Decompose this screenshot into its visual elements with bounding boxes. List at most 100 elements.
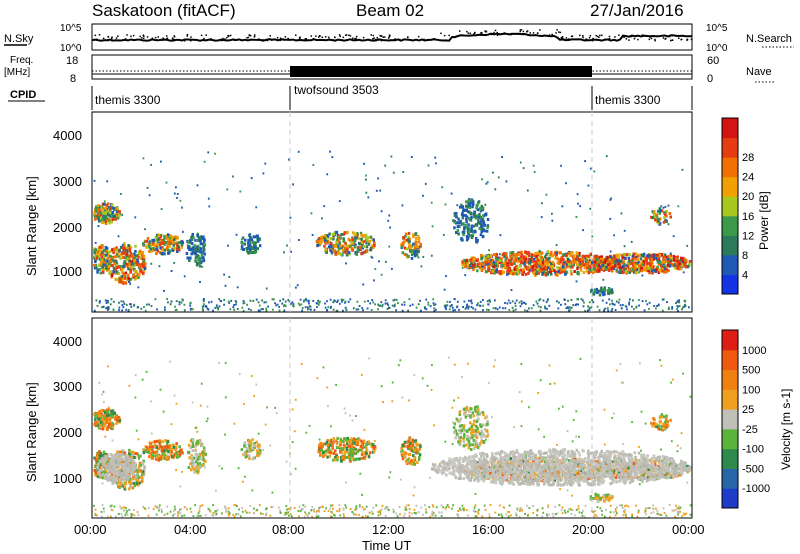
- power-cell: [119, 256, 122, 260]
- power-cell: [642, 267, 646, 271]
- noise-dot: [551, 33, 553, 36]
- noise-dot: [126, 34, 128, 36]
- velocity-cell: [411, 441, 414, 445]
- power-cell: [661, 309, 664, 312]
- noise-dot: [407, 36, 409, 38]
- velocity-cell: [354, 458, 357, 462]
- velocity-cell: [358, 457, 361, 461]
- power-cell: [530, 307, 533, 310]
- power-cell: [128, 259, 131, 263]
- velocity-cell: [137, 476, 141, 480]
- power-cell: [352, 307, 355, 310]
- power-cell: [99, 271, 102, 275]
- power-cell: [678, 301, 681, 304]
- velocity-cell: [256, 451, 259, 455]
- velocity-cell: [173, 447, 177, 451]
- power-cell: [114, 217, 118, 221]
- power-cell: [638, 253, 642, 257]
- power-cell: [495, 268, 498, 272]
- power-cell: [154, 298, 157, 301]
- power-cell: [566, 263, 568, 266]
- power-cell: [408, 245, 411, 249]
- power-cell: [530, 265, 533, 268]
- velocity-cell: [118, 450, 122, 454]
- power-cell: [179, 199, 182, 202]
- colorbar-swatch: [722, 157, 738, 178]
- power-cell: [258, 304, 261, 307]
- power-cell: [401, 204, 404, 207]
- power-cell: [189, 239, 192, 243]
- noise-dot: [623, 36, 625, 38]
- noise-dot: [282, 38, 284, 40]
- power-cell: [105, 307, 107, 310]
- power-cell: [361, 243, 364, 247]
- power-cell: [414, 254, 417, 258]
- velocity-cell: [335, 442, 339, 446]
- power-cell: [156, 245, 159, 249]
- power-cell: [511, 272, 515, 276]
- power-cell: [239, 190, 242, 193]
- power-cell: [494, 307, 497, 310]
- power-cell: [99, 253, 102, 257]
- power-cell: [150, 163, 152, 166]
- velocity-cell: [474, 405, 477, 409]
- power-cell: [107, 308, 110, 311]
- power-cell: [115, 263, 119, 267]
- colorbar-swatch: [722, 215, 738, 236]
- velocity-cell: [129, 461, 132, 465]
- velocity-cell: [472, 430, 475, 434]
- power-cell: [468, 210, 471, 214]
- power-cell: [110, 258, 114, 262]
- velocity-cell: [132, 453, 135, 457]
- power-cell: [559, 268, 563, 272]
- power-cell: [163, 237, 166, 241]
- velocity-cell: [94, 464, 97, 468]
- power-cell: [123, 276, 127, 280]
- power-cell: [312, 164, 315, 166]
- power-cell: [218, 305, 221, 308]
- power-cell: [478, 264, 481, 268]
- power-cell: [400, 243, 403, 247]
- power-cell: [351, 238, 355, 242]
- velocity-cell: [459, 439, 462, 443]
- power-cell: [228, 276, 231, 278]
- power-cell: [170, 300, 173, 303]
- power-cell: [445, 275, 447, 278]
- power-cell: [247, 246, 251, 250]
- velocity-cell: [141, 470, 145, 474]
- power-cell: [240, 238, 243, 241]
- power-cell: [417, 251, 419, 254]
- power-cell: [641, 263, 644, 266]
- power-cell: [380, 273, 383, 276]
- power-cell: [657, 303, 660, 306]
- power-cell: [362, 283, 365, 286]
- velocity-cell: [471, 411, 474, 415]
- velocity-cell: [252, 456, 255, 460]
- velocity-cell: [128, 480, 131, 484]
- power-cell: [189, 308, 192, 311]
- power-cell: [194, 238, 197, 242]
- noise-dot: [327, 36, 330, 39]
- power-cell: [217, 307, 220, 309]
- power-cell: [611, 266, 614, 270]
- noise-dot: [173, 36, 176, 38]
- power-cell: [638, 304, 640, 307]
- power-cell: [660, 253, 664, 257]
- velocity-cell: [138, 455, 141, 459]
- noise-dot: [107, 39, 110, 42]
- power-cell: [569, 269, 573, 273]
- velocity-cell: [198, 462, 202, 465]
- noise-dot: [539, 29, 541, 31]
- noise-dot: [111, 37, 113, 39]
- colorbar-tick: 24: [742, 172, 754, 184]
- noise-dot: [173, 35, 175, 37]
- power-cell: [392, 299, 395, 302]
- power-cell: [419, 299, 421, 302]
- velocity-cell: [178, 445, 181, 449]
- power-cell: [676, 266, 679, 270]
- power-cell: [100, 208, 104, 212]
- power-cell: [338, 302, 341, 305]
- freq-panel: Freq. [MHz] 18 8 60 0 Nave: [4, 54, 774, 85]
- noise-dot: [210, 38, 212, 40]
- power-cell: [366, 241, 369, 245]
